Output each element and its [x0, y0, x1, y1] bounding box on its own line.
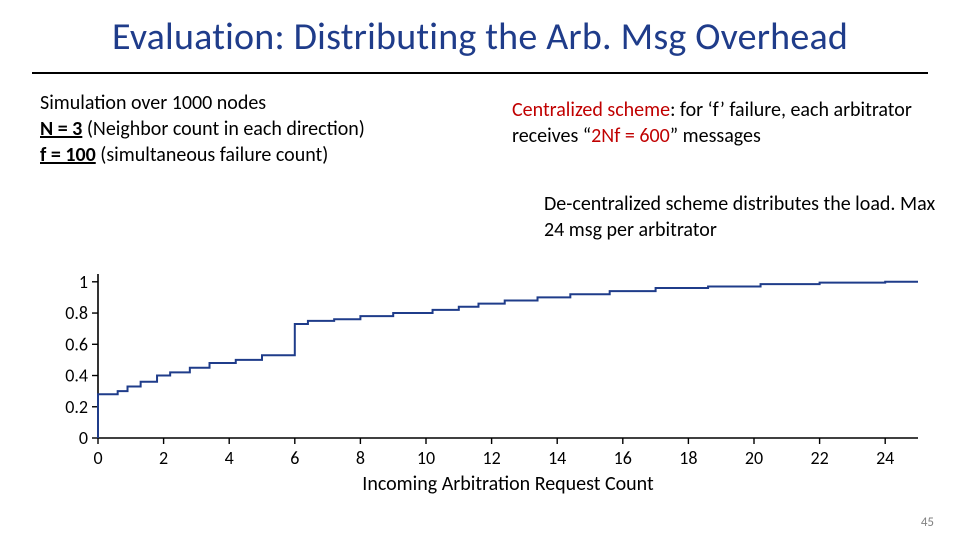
cdf-chart: 00.20.40.60.81024681012141618202224Incom… — [38, 266, 938, 496]
svg-text:0.4: 0.4 — [65, 365, 88, 387]
svg-text:18: 18 — [679, 447, 697, 469]
sim-f-desc: (simultaneous failure count) — [96, 143, 329, 167]
decentralized-note: De-centralized scheme distributes the lo… — [544, 192, 944, 243]
chart-svg: 00.20.40.60.81024681012141618202224Incom… — [38, 266, 938, 496]
centralized-label: Centralized scheme — [512, 98, 670, 122]
svg-text:0: 0 — [79, 427, 88, 449]
centralized-value: 2Nf = 600 — [591, 124, 670, 148]
svg-text:0: 0 — [93, 447, 102, 469]
slide-number: 45 — [921, 515, 934, 530]
sim-line1: Simulation over 1000 nodes — [40, 91, 266, 115]
svg-text:2: 2 — [159, 447, 168, 469]
centralized-note: Centralized scheme: for ‘f’ failure, eac… — [512, 98, 942, 149]
svg-text:24: 24 — [876, 447, 894, 469]
svg-text:14: 14 — [548, 447, 566, 469]
centralized-text-b: ” messages — [670, 124, 761, 148]
svg-text:Incoming Arbitration Request C: Incoming Arbitration Request Count — [362, 472, 654, 496]
page-title: Evaluation: Distributing the Arb. Msg Ov… — [0, 14, 960, 60]
svg-text:4: 4 — [225, 447, 234, 469]
svg-text:6: 6 — [290, 447, 299, 469]
title-underline — [32, 72, 928, 74]
simulation-params: Simulation over 1000 nodes N = 3 (Neighb… — [40, 90, 460, 168]
svg-text:0.8: 0.8 — [65, 302, 88, 324]
svg-text:16: 16 — [614, 447, 632, 469]
svg-text:1: 1 — [79, 271, 88, 293]
svg-text:0.2: 0.2 — [65, 396, 88, 418]
svg-text:22: 22 — [810, 447, 828, 469]
svg-text:10: 10 — [417, 447, 435, 469]
sim-n-label: N = 3 — [40, 117, 82, 141]
svg-text:12: 12 — [482, 447, 500, 469]
svg-text:20: 20 — [745, 447, 763, 469]
svg-text:8: 8 — [356, 447, 365, 469]
sim-n-desc: (Neighbor count in each direction) — [82, 117, 365, 141]
sim-f-label: f = 100 — [40, 143, 96, 167]
svg-text:0.6: 0.6 — [65, 333, 88, 355]
